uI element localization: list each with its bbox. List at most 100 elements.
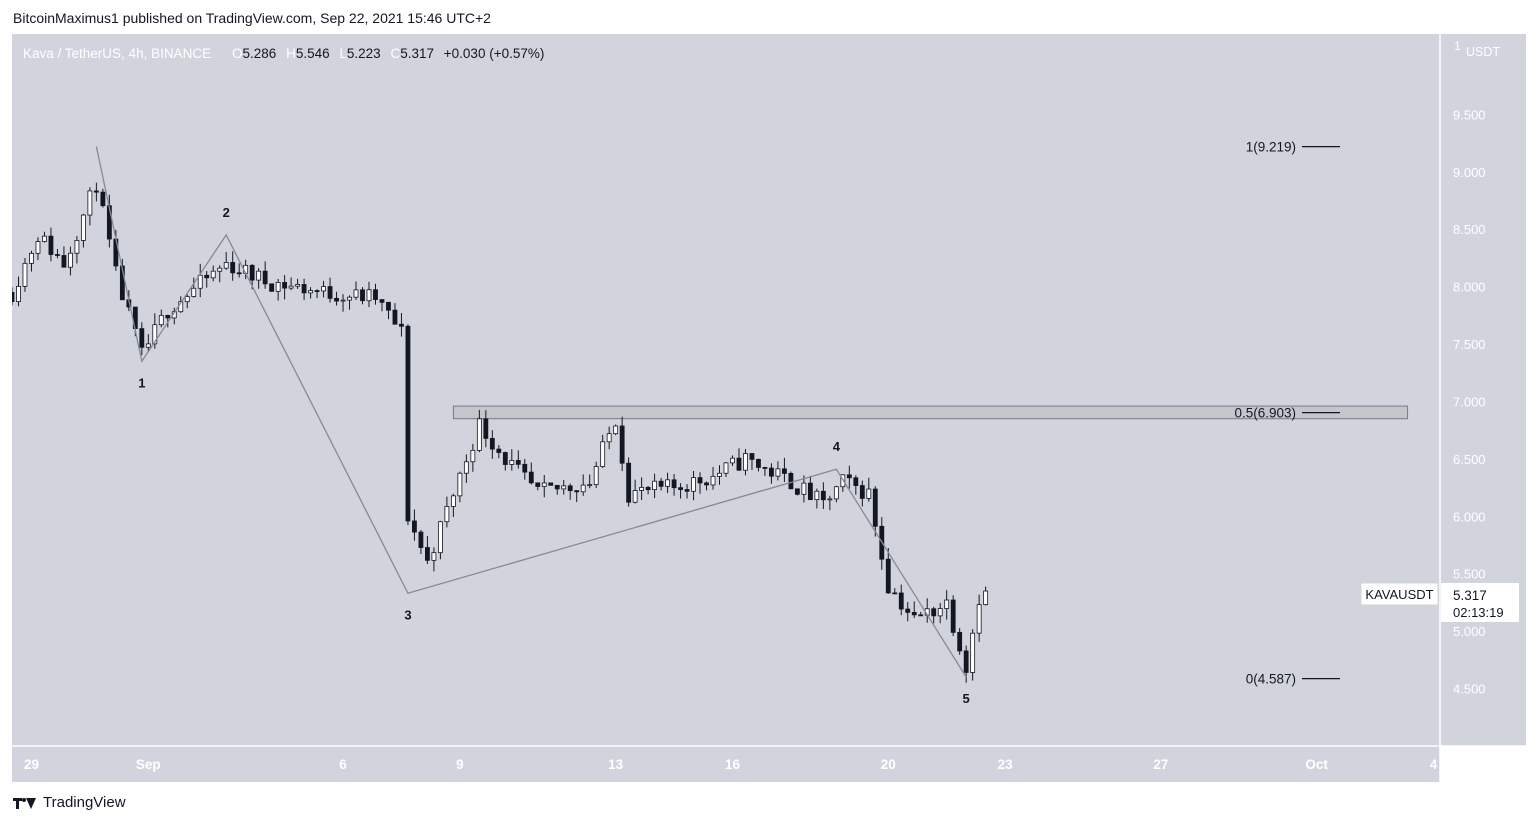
candle: [983, 586, 989, 606]
candle-body-down: [853, 477, 859, 486]
fib-label-0: 0(4.587): [1246, 672, 1296, 687]
candle: [308, 287, 313, 299]
candle-body-up: [730, 457, 735, 464]
candle: [314, 289, 320, 299]
legend-change: +0.030 (+0.57%): [444, 46, 545, 61]
y-tick-label: 6.000: [1453, 509, 1486, 524]
candle: [450, 493, 456, 517]
wave-path: [95, 146, 967, 678]
candle-body-down: [373, 289, 378, 300]
candle-body-down: [885, 558, 891, 594]
candle: [723, 462, 729, 477]
candle: [262, 261, 268, 289]
y-tick-label: 8.500: [1453, 222, 1486, 237]
candle: [496, 445, 502, 459]
candle-body-up: [801, 482, 807, 495]
candle: [600, 434, 606, 468]
candle-body-down: [9, 291, 15, 302]
candle-body-up: [613, 425, 619, 435]
candle-body-down: [671, 479, 677, 489]
candle: [522, 458, 528, 480]
candle-body-up: [710, 475, 716, 486]
y-tick-label: 9.000: [1453, 165, 1486, 180]
candle-body-down: [567, 485, 573, 492]
candle-body-down: [626, 462, 632, 503]
candle: [645, 486, 651, 495]
candle: [911, 601, 917, 618]
candle-body-down: [483, 418, 489, 439]
candle-body-down: [548, 482, 554, 486]
candle-body-up: [145, 343, 151, 348]
candle: [210, 265, 216, 282]
candle: [509, 449, 515, 471]
candle-body-up: [80, 214, 86, 241]
candle: [710, 466, 716, 490]
candle-body-up: [717, 472, 722, 477]
candle-body-up: [450, 495, 456, 507]
candle: [139, 322, 145, 356]
y-tick-label: 9.500: [1453, 107, 1486, 122]
x-tick-label: 4: [1430, 757, 1438, 772]
last-price-value: 5.317: [1453, 588, 1487, 603]
candle-body-up: [275, 282, 281, 292]
candle: [29, 250, 34, 272]
legend-high: 5.546: [296, 46, 330, 61]
candle-body-down: [658, 480, 664, 487]
candle: [327, 277, 333, 303]
candle-body-down: [762, 467, 768, 469]
candle-body-down: [846, 474, 852, 479]
candle-body-down: [412, 520, 417, 533]
y-tick-label: 5.000: [1453, 624, 1486, 639]
candle: [665, 472, 670, 494]
candle-body-up: [476, 418, 482, 451]
candle-body-up: [217, 267, 223, 272]
candle-body-up: [652, 480, 658, 491]
candle-body-down: [48, 235, 54, 255]
price-axis-background: [1440, 34, 1526, 746]
candle-body-up: [74, 240, 80, 254]
tradingview-logo-icon: [13, 796, 37, 810]
candle-body-down: [61, 255, 67, 268]
candle: [360, 287, 365, 305]
candle: [476, 409, 482, 453]
candle-body-down: [905, 608, 911, 613]
footer: TradingView: [13, 794, 126, 811]
candle-body-up: [288, 285, 294, 289]
candle-body-down: [386, 301, 391, 311]
candle-body-down: [236, 272, 242, 275]
candle-body-up: [158, 314, 164, 326]
candle: [704, 481, 709, 491]
candle: [574, 490, 580, 503]
candle: [613, 424, 619, 436]
candle: [425, 536, 430, 564]
candle-body-down: [554, 484, 560, 490]
candle: [872, 486, 878, 537]
candle: [944, 590, 950, 620]
candle: [230, 251, 236, 281]
footer-brand: TradingView: [43, 794, 126, 811]
candle: [42, 231, 47, 243]
candle-body-up: [814, 490, 820, 501]
candle-body-down: [502, 452, 508, 465]
candle: [334, 291, 339, 306]
candle: [749, 453, 755, 471]
candle: [885, 548, 891, 594]
x-tick-label: 23: [998, 757, 1014, 772]
candle-body-up: [665, 479, 670, 487]
candle: [373, 283, 378, 305]
candle-body-up: [827, 498, 833, 501]
candle: [340, 294, 346, 312]
candle-body-down: [918, 614, 924, 617]
candle: [866, 477, 872, 502]
candle-body-up: [470, 449, 476, 463]
candle: [684, 484, 690, 499]
candle: [282, 275, 288, 300]
candle: [223, 251, 229, 270]
candle: [301, 278, 307, 301]
candle-body-up: [191, 287, 197, 297]
candle: [898, 584, 904, 616]
candle-body-down: [405, 325, 411, 522]
x-tick-label: 27: [1153, 757, 1168, 772]
